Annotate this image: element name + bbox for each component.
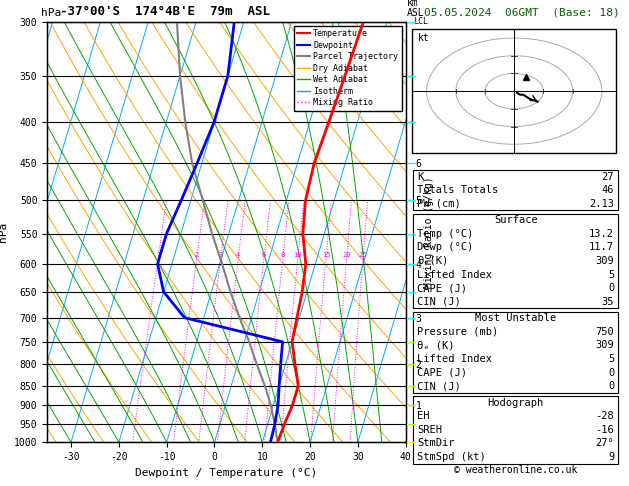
Text: 20: 20 <box>342 252 351 258</box>
Text: 309: 309 <box>596 340 614 350</box>
Text: CAPE (J): CAPE (J) <box>418 283 467 293</box>
Y-axis label: Mixing Ratio (g/kg): Mixing Ratio (g/kg) <box>424 176 434 288</box>
Text: Pressure (mb): Pressure (mb) <box>418 327 499 337</box>
Text: 9: 9 <box>608 452 614 462</box>
Text: 10: 10 <box>294 252 302 258</box>
Bar <box>413 213 618 309</box>
Text: 1: 1 <box>156 252 160 258</box>
Y-axis label: hPa: hPa <box>0 222 8 242</box>
Text: Most Unstable: Most Unstable <box>475 313 557 323</box>
Text: LCL: LCL <box>413 17 428 26</box>
Text: 0: 0 <box>608 381 614 391</box>
Text: 6: 6 <box>262 252 266 258</box>
Bar <box>413 312 618 393</box>
Text: 5: 5 <box>608 270 614 279</box>
Text: © weatheronline.co.uk: © weatheronline.co.uk <box>454 465 577 475</box>
Text: 0: 0 <box>608 367 614 378</box>
Text: CIN (J): CIN (J) <box>418 296 461 307</box>
Bar <box>413 396 618 464</box>
Bar <box>413 170 618 210</box>
Text: 750: 750 <box>596 327 614 337</box>
Text: Totals Totals: Totals Totals <box>418 185 499 195</box>
Text: SREH: SREH <box>418 425 442 435</box>
Text: 11.7: 11.7 <box>589 243 614 252</box>
Text: -37°00'S  174°4B'E  79m  ASL: -37°00'S 174°4B'E 79m ASL <box>60 5 270 18</box>
Text: Lifted Index: Lifted Index <box>418 270 493 279</box>
Text: StmDir: StmDir <box>418 438 455 449</box>
Text: 15: 15 <box>321 252 330 258</box>
X-axis label: Dewpoint / Temperature (°C): Dewpoint / Temperature (°C) <box>135 468 318 478</box>
Text: 13.2: 13.2 <box>589 229 614 239</box>
Text: 4: 4 <box>236 252 240 258</box>
Text: Dewp (°C): Dewp (°C) <box>418 243 474 252</box>
Text: 27°: 27° <box>596 438 614 449</box>
Text: θₑ (K): θₑ (K) <box>418 340 455 350</box>
Text: -28: -28 <box>596 411 614 421</box>
Text: 46: 46 <box>602 185 614 195</box>
Text: K: K <box>418 172 424 181</box>
Text: PW (cm): PW (cm) <box>418 199 461 208</box>
Text: CIN (J): CIN (J) <box>418 381 461 391</box>
Text: 8: 8 <box>281 252 285 258</box>
Text: EH: EH <box>418 411 430 421</box>
Text: 35: 35 <box>602 296 614 307</box>
Text: 0: 0 <box>608 283 614 293</box>
Text: StmSpd (kt): StmSpd (kt) <box>418 452 486 462</box>
Text: θₑ(K): θₑ(K) <box>418 256 448 266</box>
Text: Surface: Surface <box>494 215 538 226</box>
Text: 5: 5 <box>608 354 614 364</box>
Text: 309: 309 <box>596 256 614 266</box>
Text: km
ASL: km ASL <box>407 0 425 18</box>
Text: Temp (°C): Temp (°C) <box>418 229 474 239</box>
Text: -16: -16 <box>596 425 614 435</box>
Text: 2.13: 2.13 <box>589 199 614 208</box>
Text: 2: 2 <box>194 252 199 258</box>
Text: 05.05.2024  06GMT  (Base: 18): 05.05.2024 06GMT (Base: 18) <box>424 8 620 18</box>
Bar <box>412 29 616 153</box>
Text: 3: 3 <box>218 252 223 258</box>
Text: Lifted Index: Lifted Index <box>418 354 493 364</box>
Text: Hodograph: Hodograph <box>487 398 544 408</box>
Text: CAPE (J): CAPE (J) <box>418 367 467 378</box>
Text: 27: 27 <box>602 172 614 181</box>
Text: hPa: hPa <box>41 8 61 18</box>
Text: 25: 25 <box>359 252 367 258</box>
Legend: Temperature, Dewpoint, Parcel Trajectory, Dry Adiabat, Wet Adiabat, Isotherm, Mi: Temperature, Dewpoint, Parcel Trajectory… <box>294 26 401 111</box>
Text: kt: kt <box>418 33 430 43</box>
